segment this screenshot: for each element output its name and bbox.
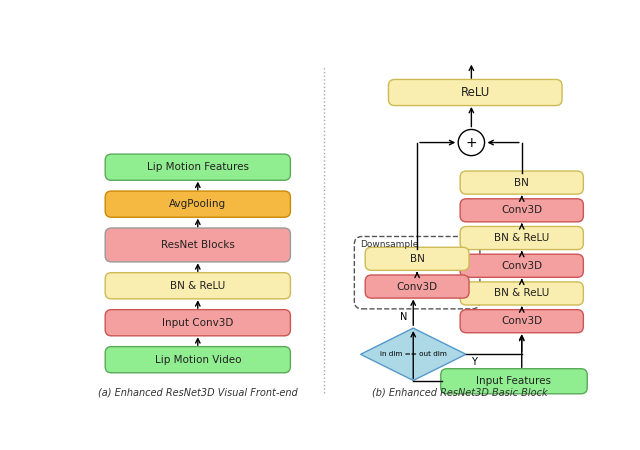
FancyBboxPatch shape	[105, 273, 291, 299]
FancyBboxPatch shape	[105, 310, 291, 336]
Text: Lip Motion Video: Lip Motion Video	[154, 355, 241, 365]
Text: AvgPooling: AvgPooling	[169, 199, 227, 209]
FancyBboxPatch shape	[460, 282, 584, 305]
FancyBboxPatch shape	[388, 80, 562, 106]
FancyBboxPatch shape	[365, 247, 469, 270]
Text: Downsample: Downsample	[360, 240, 419, 249]
Text: in dim == out dim: in dim == out dim	[380, 351, 447, 357]
Text: Conv3D: Conv3D	[501, 205, 542, 215]
Text: Input Features: Input Features	[477, 376, 552, 386]
Text: Y: Y	[470, 357, 476, 367]
FancyBboxPatch shape	[365, 275, 469, 298]
FancyBboxPatch shape	[460, 310, 584, 333]
Text: Conv3D: Conv3D	[501, 261, 542, 271]
Text: BN & ReLU: BN & ReLU	[170, 281, 225, 291]
FancyBboxPatch shape	[105, 346, 291, 373]
Text: Conv3D: Conv3D	[501, 316, 542, 326]
FancyBboxPatch shape	[105, 228, 291, 262]
Circle shape	[458, 130, 484, 156]
Text: Input Conv3D: Input Conv3D	[162, 318, 234, 328]
Polygon shape	[360, 328, 466, 381]
Text: (a) Enhanced ResNet3D Visual Front-end: (a) Enhanced ResNet3D Visual Front-end	[98, 387, 298, 397]
FancyBboxPatch shape	[460, 226, 584, 250]
Text: ReLU: ReLU	[461, 86, 490, 99]
FancyBboxPatch shape	[460, 199, 584, 222]
FancyBboxPatch shape	[460, 171, 584, 194]
Text: (b) Enhanced ResNet3D Basic Block: (b) Enhanced ResNet3D Basic Block	[372, 387, 548, 397]
Text: BN: BN	[515, 178, 529, 188]
Text: Lip Motion Features: Lip Motion Features	[147, 162, 249, 172]
FancyBboxPatch shape	[105, 154, 291, 180]
FancyBboxPatch shape	[441, 369, 588, 394]
Text: N: N	[400, 312, 408, 322]
FancyBboxPatch shape	[460, 254, 584, 277]
Text: BN: BN	[410, 254, 424, 264]
Text: BN & ReLU: BN & ReLU	[494, 288, 549, 298]
Text: BN & ReLU: BN & ReLU	[494, 233, 549, 243]
FancyBboxPatch shape	[105, 191, 291, 217]
Text: Conv3D: Conv3D	[397, 282, 438, 292]
Text: +: +	[465, 135, 477, 149]
Text: ResNet Blocks: ResNet Blocks	[161, 240, 235, 250]
